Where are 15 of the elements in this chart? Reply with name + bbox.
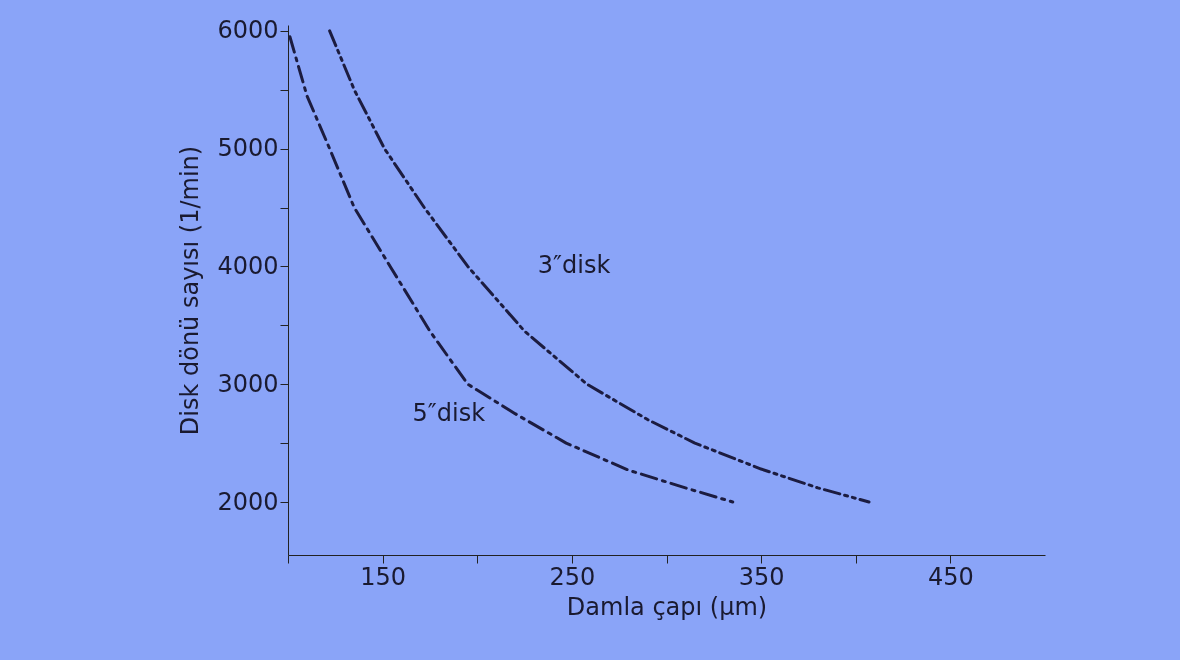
y-tick-label: 4000 <box>217 251 279 280</box>
y-tick-label: 5000 <box>217 134 279 163</box>
x-axis-title: Damla çapı (μm) <box>566 592 768 621</box>
y-axis-title: Disk dönü sayısı (1/min) <box>176 145 205 436</box>
y-tick-label: 2000 <box>217 487 279 516</box>
x-tick-label: 250 <box>549 562 596 591</box>
annotation: 5″disk <box>412 398 486 427</box>
x-tick-label: 450 <box>927 562 974 591</box>
line-series <box>288 35 735 504</box>
y-tick-label: 6000 <box>217 16 279 45</box>
annotation: 3″disk <box>537 251 611 280</box>
y-tick-label: 3000 <box>217 369 279 398</box>
x-tick-label: 350 <box>738 562 785 591</box>
line-series <box>328 29 871 504</box>
x-tick-label: 150 <box>360 562 407 591</box>
